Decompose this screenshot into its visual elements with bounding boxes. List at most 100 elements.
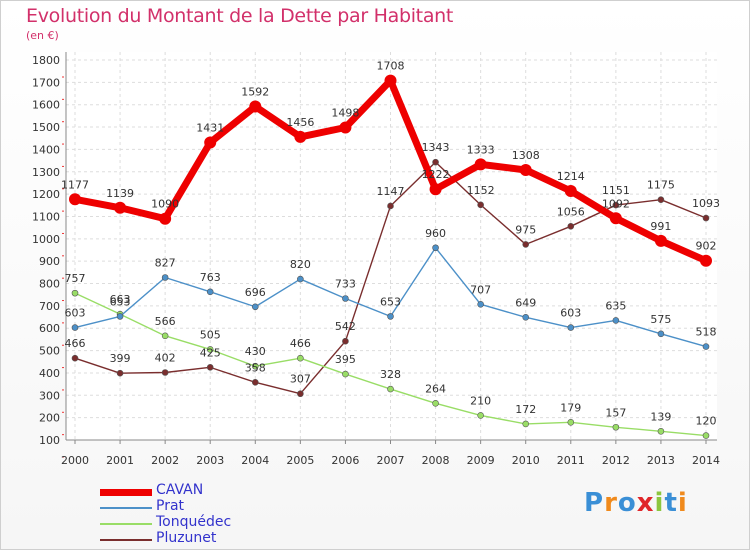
data-label: 902 bbox=[696, 240, 717, 253]
data-label: 1093 bbox=[692, 197, 720, 210]
data-label: 653 bbox=[110, 295, 131, 308]
data-label: 827 bbox=[155, 256, 176, 269]
y-tick-label: 1500 bbox=[32, 121, 60, 134]
x-tick-label: 2004 bbox=[241, 454, 269, 467]
data-label: 210 bbox=[470, 394, 491, 407]
legend-swatch bbox=[100, 489, 152, 496]
y-tick-label: 1800 bbox=[32, 54, 60, 67]
proxiti-logo: Proxiti bbox=[584, 488, 688, 518]
data-label: 1333 bbox=[467, 143, 495, 156]
data-point bbox=[522, 313, 530, 321]
data-point bbox=[522, 241, 530, 248]
data-label: 1056 bbox=[557, 205, 585, 218]
data-point bbox=[206, 364, 214, 371]
logo-letter: P bbox=[584, 488, 605, 518]
data-label: 542 bbox=[335, 320, 356, 333]
data-label: 139 bbox=[650, 410, 671, 423]
y-tick-label: 1200 bbox=[32, 188, 60, 201]
legend-label: Prat bbox=[156, 498, 185, 514]
data-point bbox=[519, 163, 532, 176]
data-point bbox=[387, 313, 394, 320]
x-tick-label: 2005 bbox=[286, 454, 314, 467]
y-tick-label: 600 bbox=[39, 322, 60, 335]
data-point bbox=[69, 193, 81, 206]
data-label: 1456 bbox=[286, 116, 314, 129]
y-tick-label: 400 bbox=[39, 367, 60, 380]
data-point bbox=[612, 317, 620, 324]
data-point bbox=[567, 419, 575, 426]
data-point bbox=[702, 214, 710, 222]
data-label: 399 bbox=[110, 352, 131, 365]
data-point bbox=[294, 130, 307, 143]
legend-item-prat: Prat bbox=[100, 498, 320, 516]
data-point bbox=[297, 390, 304, 398]
legend-item-cavan: CAVAN bbox=[100, 482, 320, 500]
data-label: 1139 bbox=[106, 187, 134, 200]
data-label: 1175 bbox=[647, 179, 675, 192]
data-point bbox=[609, 212, 622, 225]
data-point bbox=[161, 274, 169, 281]
data-label: 1151 bbox=[602, 184, 630, 197]
y-tick-label: 1000 bbox=[32, 233, 60, 246]
legend-label: Tonquédec bbox=[156, 514, 232, 530]
data-label: 466 bbox=[65, 337, 86, 350]
data-point bbox=[342, 337, 349, 345]
y-tick-label: 900 bbox=[39, 255, 60, 268]
data-point bbox=[204, 136, 217, 149]
data-point bbox=[206, 346, 214, 353]
data-label: 264 bbox=[425, 382, 446, 395]
x-tick-label: 2003 bbox=[196, 454, 224, 467]
data-point bbox=[71, 324, 79, 331]
data-label: 707 bbox=[470, 283, 491, 296]
data-label: 960 bbox=[425, 227, 446, 240]
data-label: 425 bbox=[200, 346, 221, 359]
data-point bbox=[477, 201, 484, 209]
legend-label: CAVAN bbox=[156, 482, 204, 498]
x-tick-label: 2002 bbox=[151, 454, 179, 467]
legend-label: Pluzunet bbox=[156, 530, 217, 546]
data-label: 757 bbox=[65, 272, 86, 285]
data-point bbox=[159, 212, 172, 225]
data-point bbox=[251, 303, 259, 311]
data-point bbox=[342, 370, 349, 378]
x-tick-label: 2014 bbox=[692, 454, 720, 467]
logo-letter: o bbox=[617, 488, 637, 518]
data-point bbox=[116, 369, 124, 377]
data-point bbox=[612, 423, 620, 431]
data-label: 820 bbox=[290, 258, 311, 271]
data-label: 328 bbox=[380, 368, 401, 381]
data-point bbox=[71, 289, 79, 297]
data-label: 1498 bbox=[331, 107, 359, 120]
data-label: 466 bbox=[290, 337, 311, 350]
y-tick-label: 800 bbox=[39, 278, 60, 291]
data-label: 120 bbox=[696, 415, 717, 428]
y-tick-label: 700 bbox=[39, 300, 60, 313]
data-point bbox=[251, 379, 259, 386]
data-point bbox=[297, 275, 304, 283]
data-label: 505 bbox=[200, 328, 221, 341]
x-tick-label: 2009 bbox=[467, 454, 495, 467]
data-label: 1431 bbox=[196, 121, 224, 134]
data-label: 575 bbox=[650, 313, 671, 326]
data-label: 1092 bbox=[602, 197, 630, 210]
x-tick-label: 2006 bbox=[331, 454, 359, 467]
data-point bbox=[161, 332, 169, 340]
data-point bbox=[429, 183, 442, 196]
data-label: 1152 bbox=[467, 184, 495, 197]
data-label: 763 bbox=[200, 271, 221, 284]
data-label: 566 bbox=[155, 315, 176, 328]
data-point bbox=[251, 362, 259, 370]
data-label: 430 bbox=[245, 345, 266, 358]
data-label: 1147 bbox=[377, 185, 405, 198]
data-label: 696 bbox=[245, 286, 266, 299]
data-point bbox=[116, 313, 124, 320]
data-label: 518 bbox=[696, 326, 717, 339]
data-point bbox=[654, 234, 667, 247]
chart-subtitle: (en €) bbox=[26, 29, 59, 42]
data-point bbox=[567, 324, 575, 331]
data-point bbox=[657, 427, 665, 435]
y-tick-label: 200 bbox=[39, 412, 60, 425]
x-tick-label: 2008 bbox=[422, 454, 450, 467]
data-point bbox=[612, 201, 620, 209]
